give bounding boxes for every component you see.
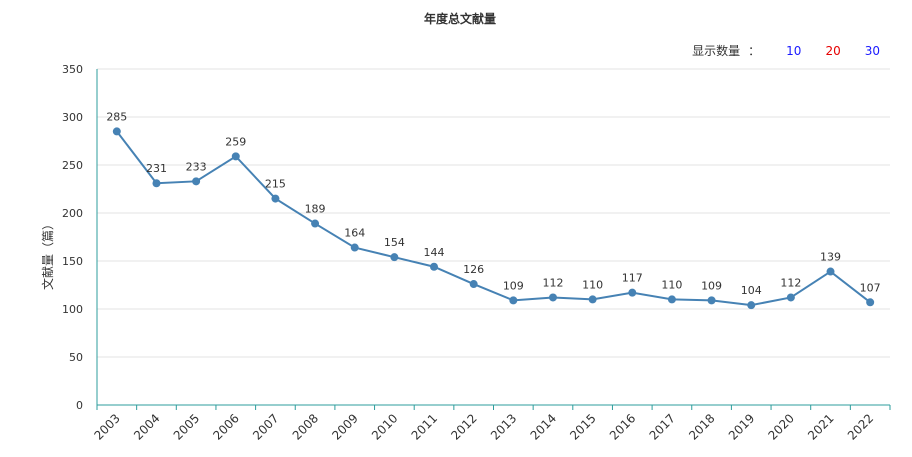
x-tick-label: 2014 (528, 411, 559, 442)
count-option-30[interactable]: 30 (864, 43, 880, 58)
x-tick-label: 2018 (686, 411, 717, 442)
x-tick-label: 2019 (726, 411, 757, 442)
x-tick-label: 2012 (448, 411, 479, 442)
count-option-10[interactable]: 10 (786, 43, 802, 58)
data-point (469, 280, 478, 289)
x-tick-label: 2016 (607, 411, 638, 442)
x-tick-label: 2003 (91, 411, 122, 442)
x-tick-label: 2015 (567, 411, 598, 442)
data-point (350, 243, 359, 252)
y-tick-label: 300 (62, 111, 83, 124)
data-point (826, 267, 835, 276)
data-point (152, 179, 161, 188)
series (112, 127, 875, 310)
data-label: 109 (701, 279, 722, 292)
data-label: 285 (106, 110, 127, 123)
x-tick-label: 2020 (765, 411, 796, 442)
count-option-20[interactable]: 20 (825, 43, 841, 58)
chart-title: 年度总文献量 (424, 11, 496, 26)
y-tick-label: 100 (62, 303, 83, 316)
x-tick-label: 2010 (369, 411, 400, 442)
x-tick-label: 2006 (210, 411, 241, 442)
data-label: 259 (225, 135, 246, 148)
data-point (311, 219, 320, 228)
data-label: 126 (463, 263, 484, 276)
x-tick-label: 2013 (488, 411, 519, 442)
x-tick-label: 2004 (131, 411, 162, 442)
data-label: 231 (146, 162, 167, 175)
data-point (628, 288, 637, 297)
y-tick-label: 150 (62, 255, 83, 268)
data-label: 109 (503, 279, 524, 292)
data-point (588, 295, 597, 304)
x-tick-label: 2009 (329, 411, 360, 442)
series-line (116, 130, 871, 307)
grid-lines (97, 68, 890, 358)
data-label: 215 (265, 178, 286, 191)
data-label: 112 (542, 276, 563, 289)
y-axis-label: 文献量（篇） (40, 218, 55, 290)
data-point (548, 293, 557, 302)
data-label: 233 (186, 160, 207, 173)
data-point (112, 127, 121, 136)
x-tick-label: 2022 (845, 411, 876, 442)
data-label: 107 (860, 281, 881, 294)
count-selector-label: 显示数量 (692, 44, 741, 58)
y-tick-label: 250 (62, 159, 83, 172)
y-tick-label: 0 (76, 399, 83, 412)
axes: 0 50 100 150 200 250 300 350 2003 2004 2005 2006 200… (62, 63, 891, 443)
data-point (707, 296, 716, 305)
data-point (747, 301, 756, 310)
y-tick-label: 350 (62, 63, 83, 76)
data-label: 164 (344, 227, 365, 240)
data-point (390, 253, 399, 262)
data-label: 104 (741, 284, 762, 297)
data-point (231, 152, 240, 161)
data-label: 154 (384, 236, 405, 249)
y-tick-label: 200 (62, 207, 83, 220)
data-label: 139 (820, 251, 841, 264)
data-label: 117 (622, 272, 643, 285)
x-tick-label: 2011 (409, 411, 440, 442)
data-point (271, 194, 280, 203)
x-tick-label: 2008 (290, 411, 321, 442)
y-tick-label: 50 (69, 351, 83, 364)
data-point (430, 262, 439, 271)
data-point (192, 177, 201, 186)
data-label: 189 (305, 203, 326, 216)
count-selector: 显示数量 ： 10 20 30 (692, 42, 892, 59)
data-point (866, 298, 875, 307)
data-point (786, 293, 795, 302)
data-label: 110 (661, 278, 682, 291)
data-point (667, 295, 676, 304)
count-selector-separator: ： (748, 44, 761, 58)
data-point (509, 296, 518, 305)
x-tick-label: 2007 (250, 411, 281, 442)
data-label: 144 (424, 246, 445, 259)
x-tick-label: 2017 (647, 411, 678, 442)
x-tick-label: 2021 (805, 411, 836, 442)
data-label: 110 (582, 278, 603, 291)
x-tick-label: 2005 (171, 411, 202, 442)
data-label: 112 (780, 276, 801, 289)
data-labels: 285 231 233 259 215 189 164 154 144 126 109 112 110 1… (106, 110, 880, 297)
